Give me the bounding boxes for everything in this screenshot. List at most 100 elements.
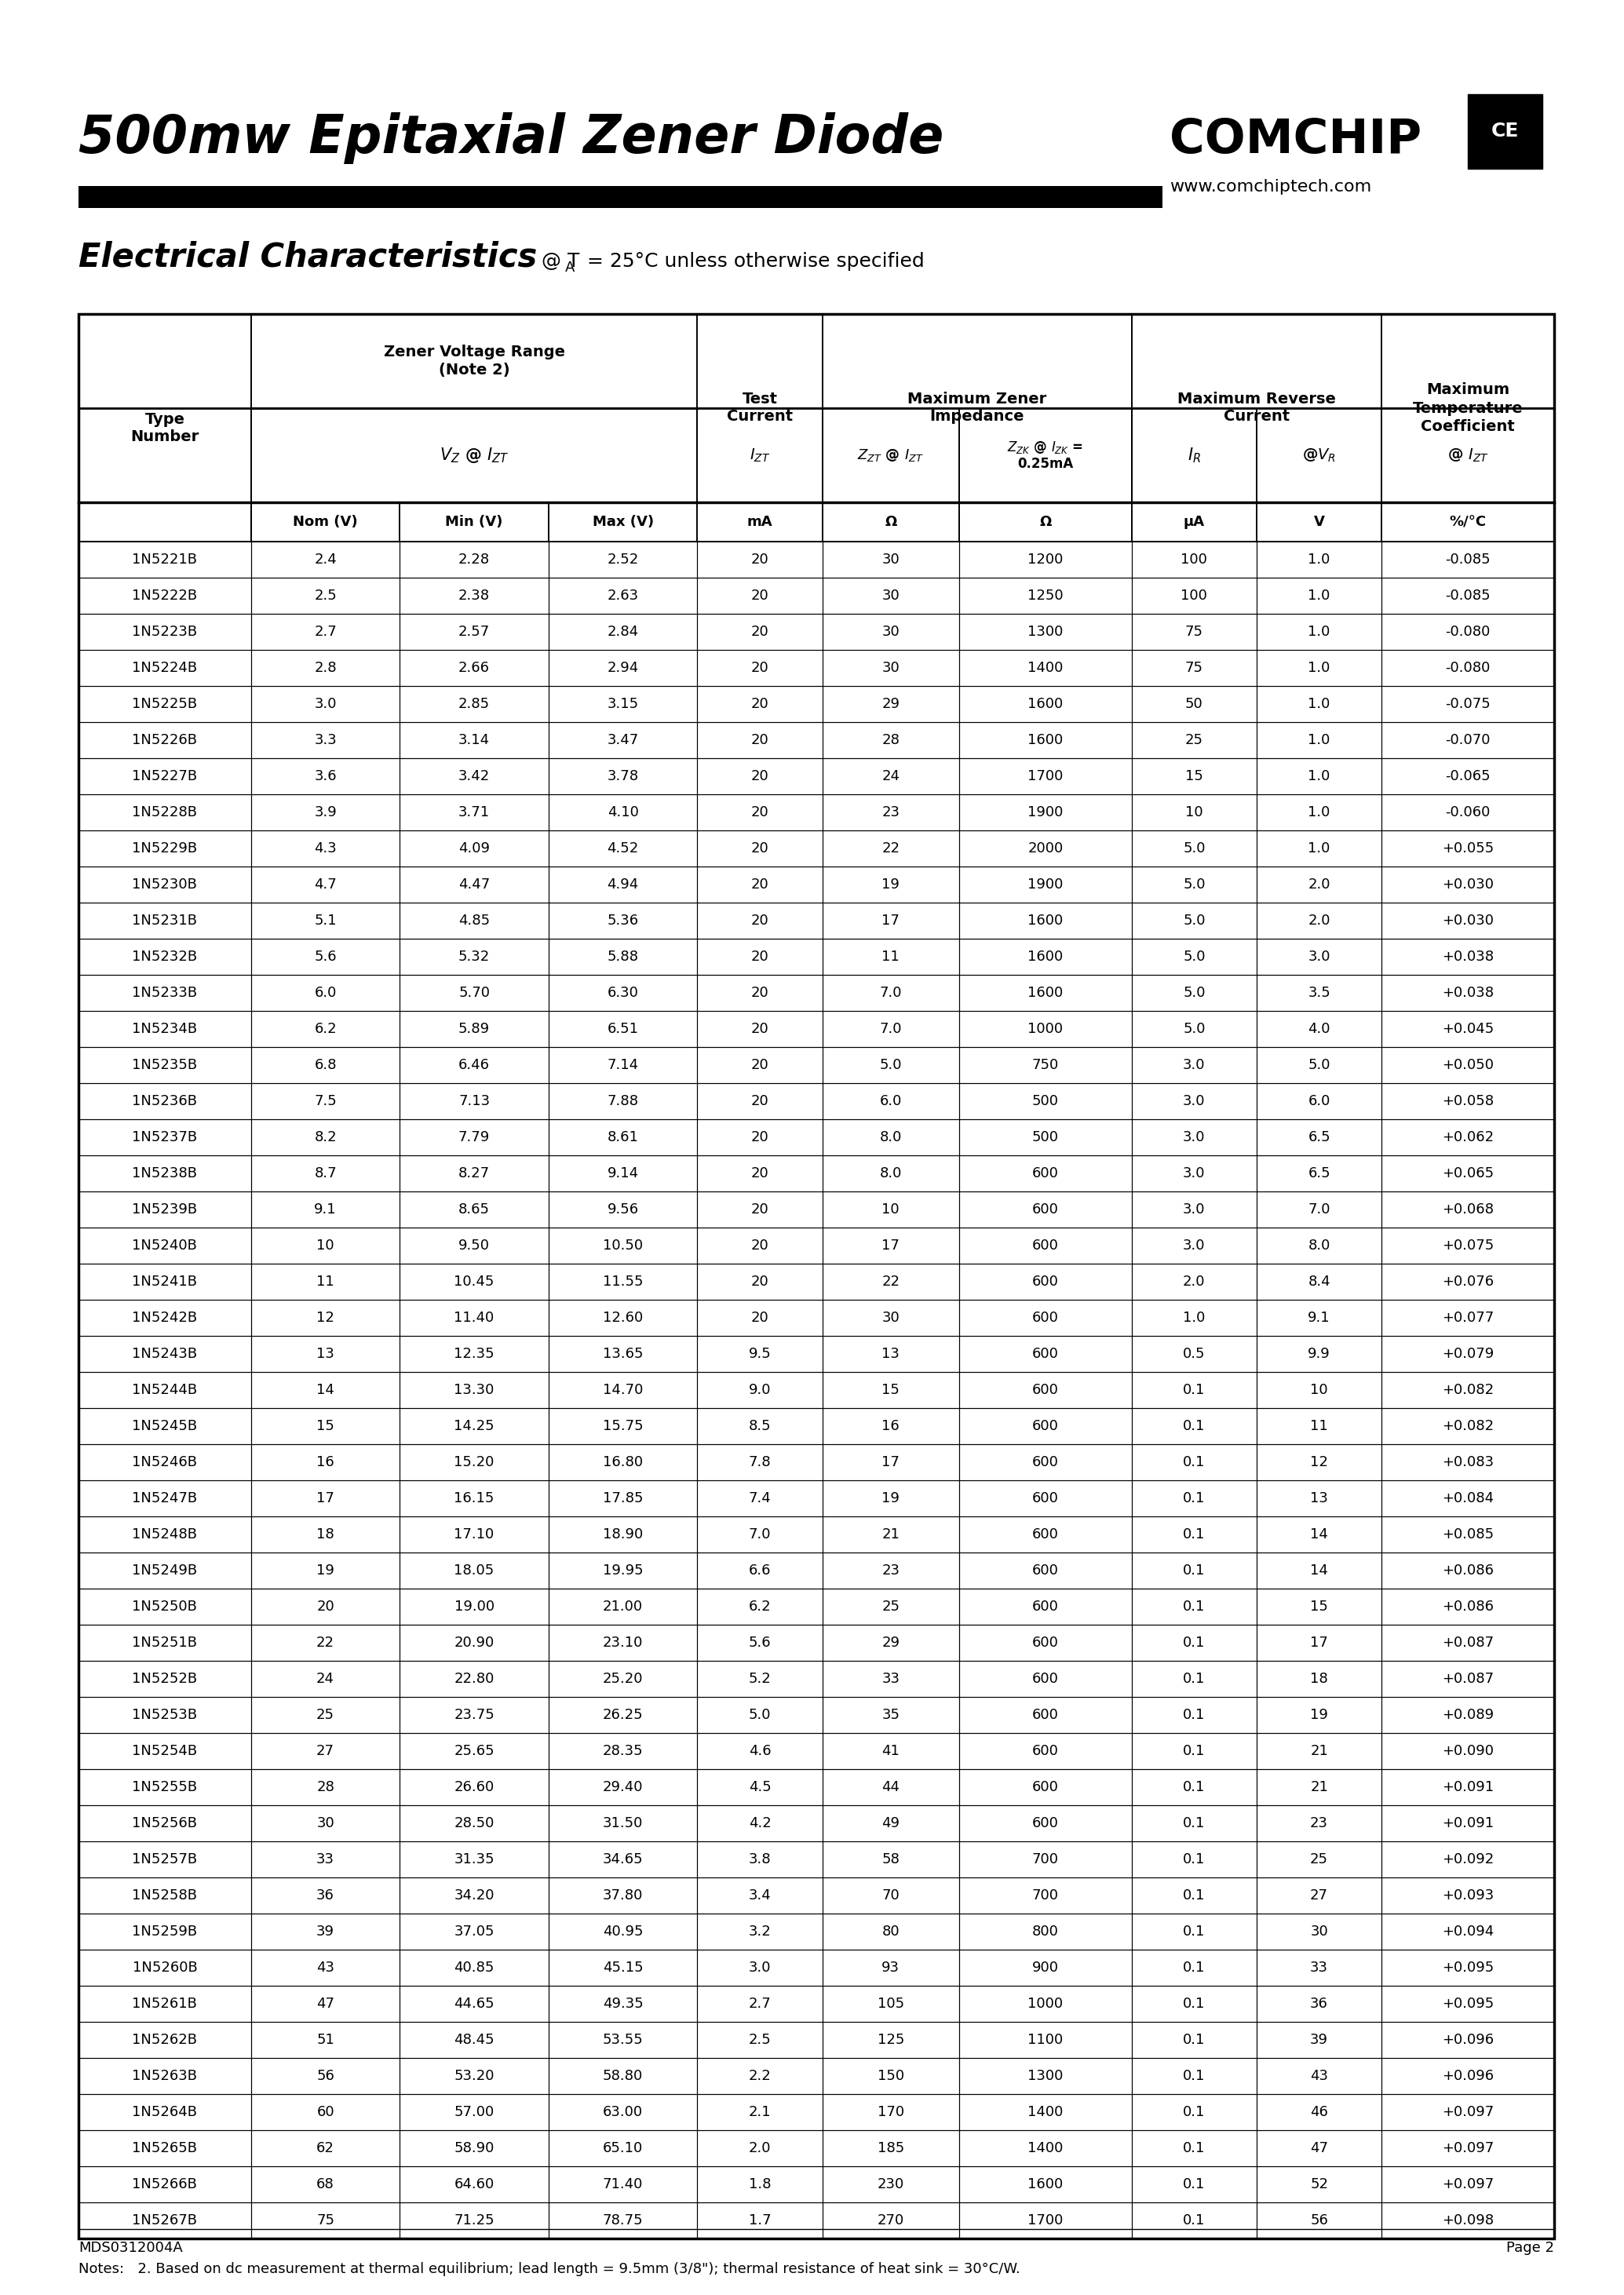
Bar: [1257, 1841, 1382, 1877]
Bar: [400, 542, 549, 578]
Bar: [78, 1336, 252, 1372]
Bar: [78, 1625, 252, 1662]
Bar: [822, 2203, 960, 2238]
Text: 20: 20: [750, 1274, 768, 1290]
Bar: [78, 1265, 252, 1299]
Bar: [822, 1769, 960, 1806]
Text: 4.52: 4.52: [607, 842, 638, 856]
Bar: [252, 1047, 400, 1083]
Bar: [78, 1409, 252, 1444]
Text: 1.0: 1.0: [1307, 588, 1330, 604]
Bar: [78, 902, 252, 939]
Bar: [1132, 1951, 1257, 1985]
Bar: [78, 186, 1163, 209]
Text: 0.5: 0.5: [1182, 1347, 1205, 1361]
Bar: [78, 831, 252, 868]
Bar: [822, 1083, 960, 1120]
Text: 1N5221B: 1N5221B: [132, 553, 198, 567]
Text: +0.095: +0.095: [1442, 1960, 1494, 1974]
Bar: [1257, 1336, 1382, 1372]
Bar: [1257, 1696, 1382, 1733]
Bar: [549, 723, 697, 757]
Bar: [252, 975, 400, 1010]
Text: 13.65: 13.65: [603, 1347, 643, 1361]
Text: 20: 20: [750, 698, 768, 711]
Text: 0.1: 0.1: [1182, 1926, 1205, 1939]
Text: 34.65: 34.65: [603, 1852, 643, 1866]
Text: 9.56: 9.56: [607, 1203, 638, 1216]
Text: 600: 600: [1033, 1636, 1059, 1650]
Text: 1N5224B: 1N5224B: [132, 661, 198, 675]
Bar: [78, 1083, 252, 1120]
Text: 68: 68: [317, 2178, 335, 2192]
Bar: [400, 1409, 549, 1444]
Text: 36: 36: [1311, 1997, 1328, 2010]
Bar: [78, 1588, 252, 1625]
Bar: [960, 1806, 1132, 1841]
Bar: [400, 1985, 549, 2022]
Text: 19.95: 19.95: [603, 1563, 643, 1577]
Text: 29: 29: [882, 698, 900, 711]
Text: 1900: 1900: [1028, 806, 1064, 819]
Text: 600: 600: [1033, 1528, 1059, 1542]
Bar: [697, 2203, 822, 2238]
Text: 7.5: 7.5: [313, 1095, 336, 1108]
Text: 28.50: 28.50: [455, 1815, 494, 1831]
Text: 20: 20: [750, 588, 768, 604]
Text: @ T: @ T: [541, 252, 580, 271]
Text: %/°C: %/°C: [1449, 514, 1486, 530]
Bar: [400, 831, 549, 868]
Text: 170: 170: [877, 2105, 905, 2118]
Text: +0.076: +0.076: [1442, 1274, 1494, 1290]
Text: 4.09: 4.09: [458, 842, 490, 856]
Text: Notes:   2. Based on dc measurement at thermal equilibrium; lead length = 9.5mm : Notes: 2. Based on dc measurement at the…: [78, 2263, 1020, 2277]
Text: A: A: [565, 262, 575, 275]
Bar: [549, 1662, 697, 1696]
Text: 3.6: 3.6: [313, 769, 336, 783]
Bar: [400, 1372, 549, 1409]
Bar: [960, 1444, 1132, 1480]
Bar: [960, 831, 1132, 868]
Text: 20: 20: [317, 1600, 335, 1613]
Bar: [822, 1444, 960, 1480]
Text: 2.28: 2.28: [458, 553, 490, 567]
Text: 6.51: 6.51: [607, 1021, 638, 1035]
Bar: [1257, 1154, 1382, 1191]
Bar: [400, 2166, 549, 2203]
Bar: [78, 2130, 252, 2166]
Bar: [549, 1517, 697, 1551]
Text: 5.0: 5.0: [1182, 987, 1205, 1001]
Bar: [697, 578, 822, 613]
Text: 1N5246B: 1N5246B: [132, 1455, 198, 1469]
Bar: [822, 2130, 960, 2166]
Text: 4.0: 4.0: [1307, 1021, 1330, 1035]
Bar: [822, 1265, 960, 1299]
Text: -0.080: -0.080: [1445, 624, 1491, 638]
Text: 23.10: 23.10: [603, 1636, 643, 1650]
Text: 20: 20: [750, 877, 768, 893]
Bar: [252, 1191, 400, 1228]
Bar: [1257, 794, 1382, 831]
Text: 6.0: 6.0: [1307, 1095, 1330, 1108]
Bar: [822, 649, 960, 686]
Bar: [1382, 1265, 1554, 1299]
Text: 1N5254B: 1N5254B: [132, 1744, 198, 1758]
Text: +0.050: +0.050: [1442, 1058, 1494, 1072]
Text: 19: 19: [882, 877, 900, 893]
Text: 1N5267B: 1N5267B: [132, 2212, 198, 2228]
Bar: [1132, 1806, 1257, 1841]
Text: +0.058: +0.058: [1442, 1095, 1494, 1108]
Bar: [697, 2093, 822, 2130]
Bar: [78, 1191, 252, 1228]
Bar: [1382, 2166, 1554, 2203]
Text: 1N5223B: 1N5223B: [132, 624, 198, 638]
Text: 0.1: 0.1: [1182, 1455, 1205, 1469]
Bar: [1382, 1877, 1554, 1914]
Bar: [1257, 1662, 1382, 1696]
Bar: [549, 1806, 697, 1841]
Bar: [960, 1191, 1132, 1228]
Bar: [822, 794, 960, 831]
Text: 600: 600: [1033, 1744, 1059, 1758]
Text: +0.094: +0.094: [1442, 1926, 1494, 1939]
Bar: [78, 2059, 252, 2093]
